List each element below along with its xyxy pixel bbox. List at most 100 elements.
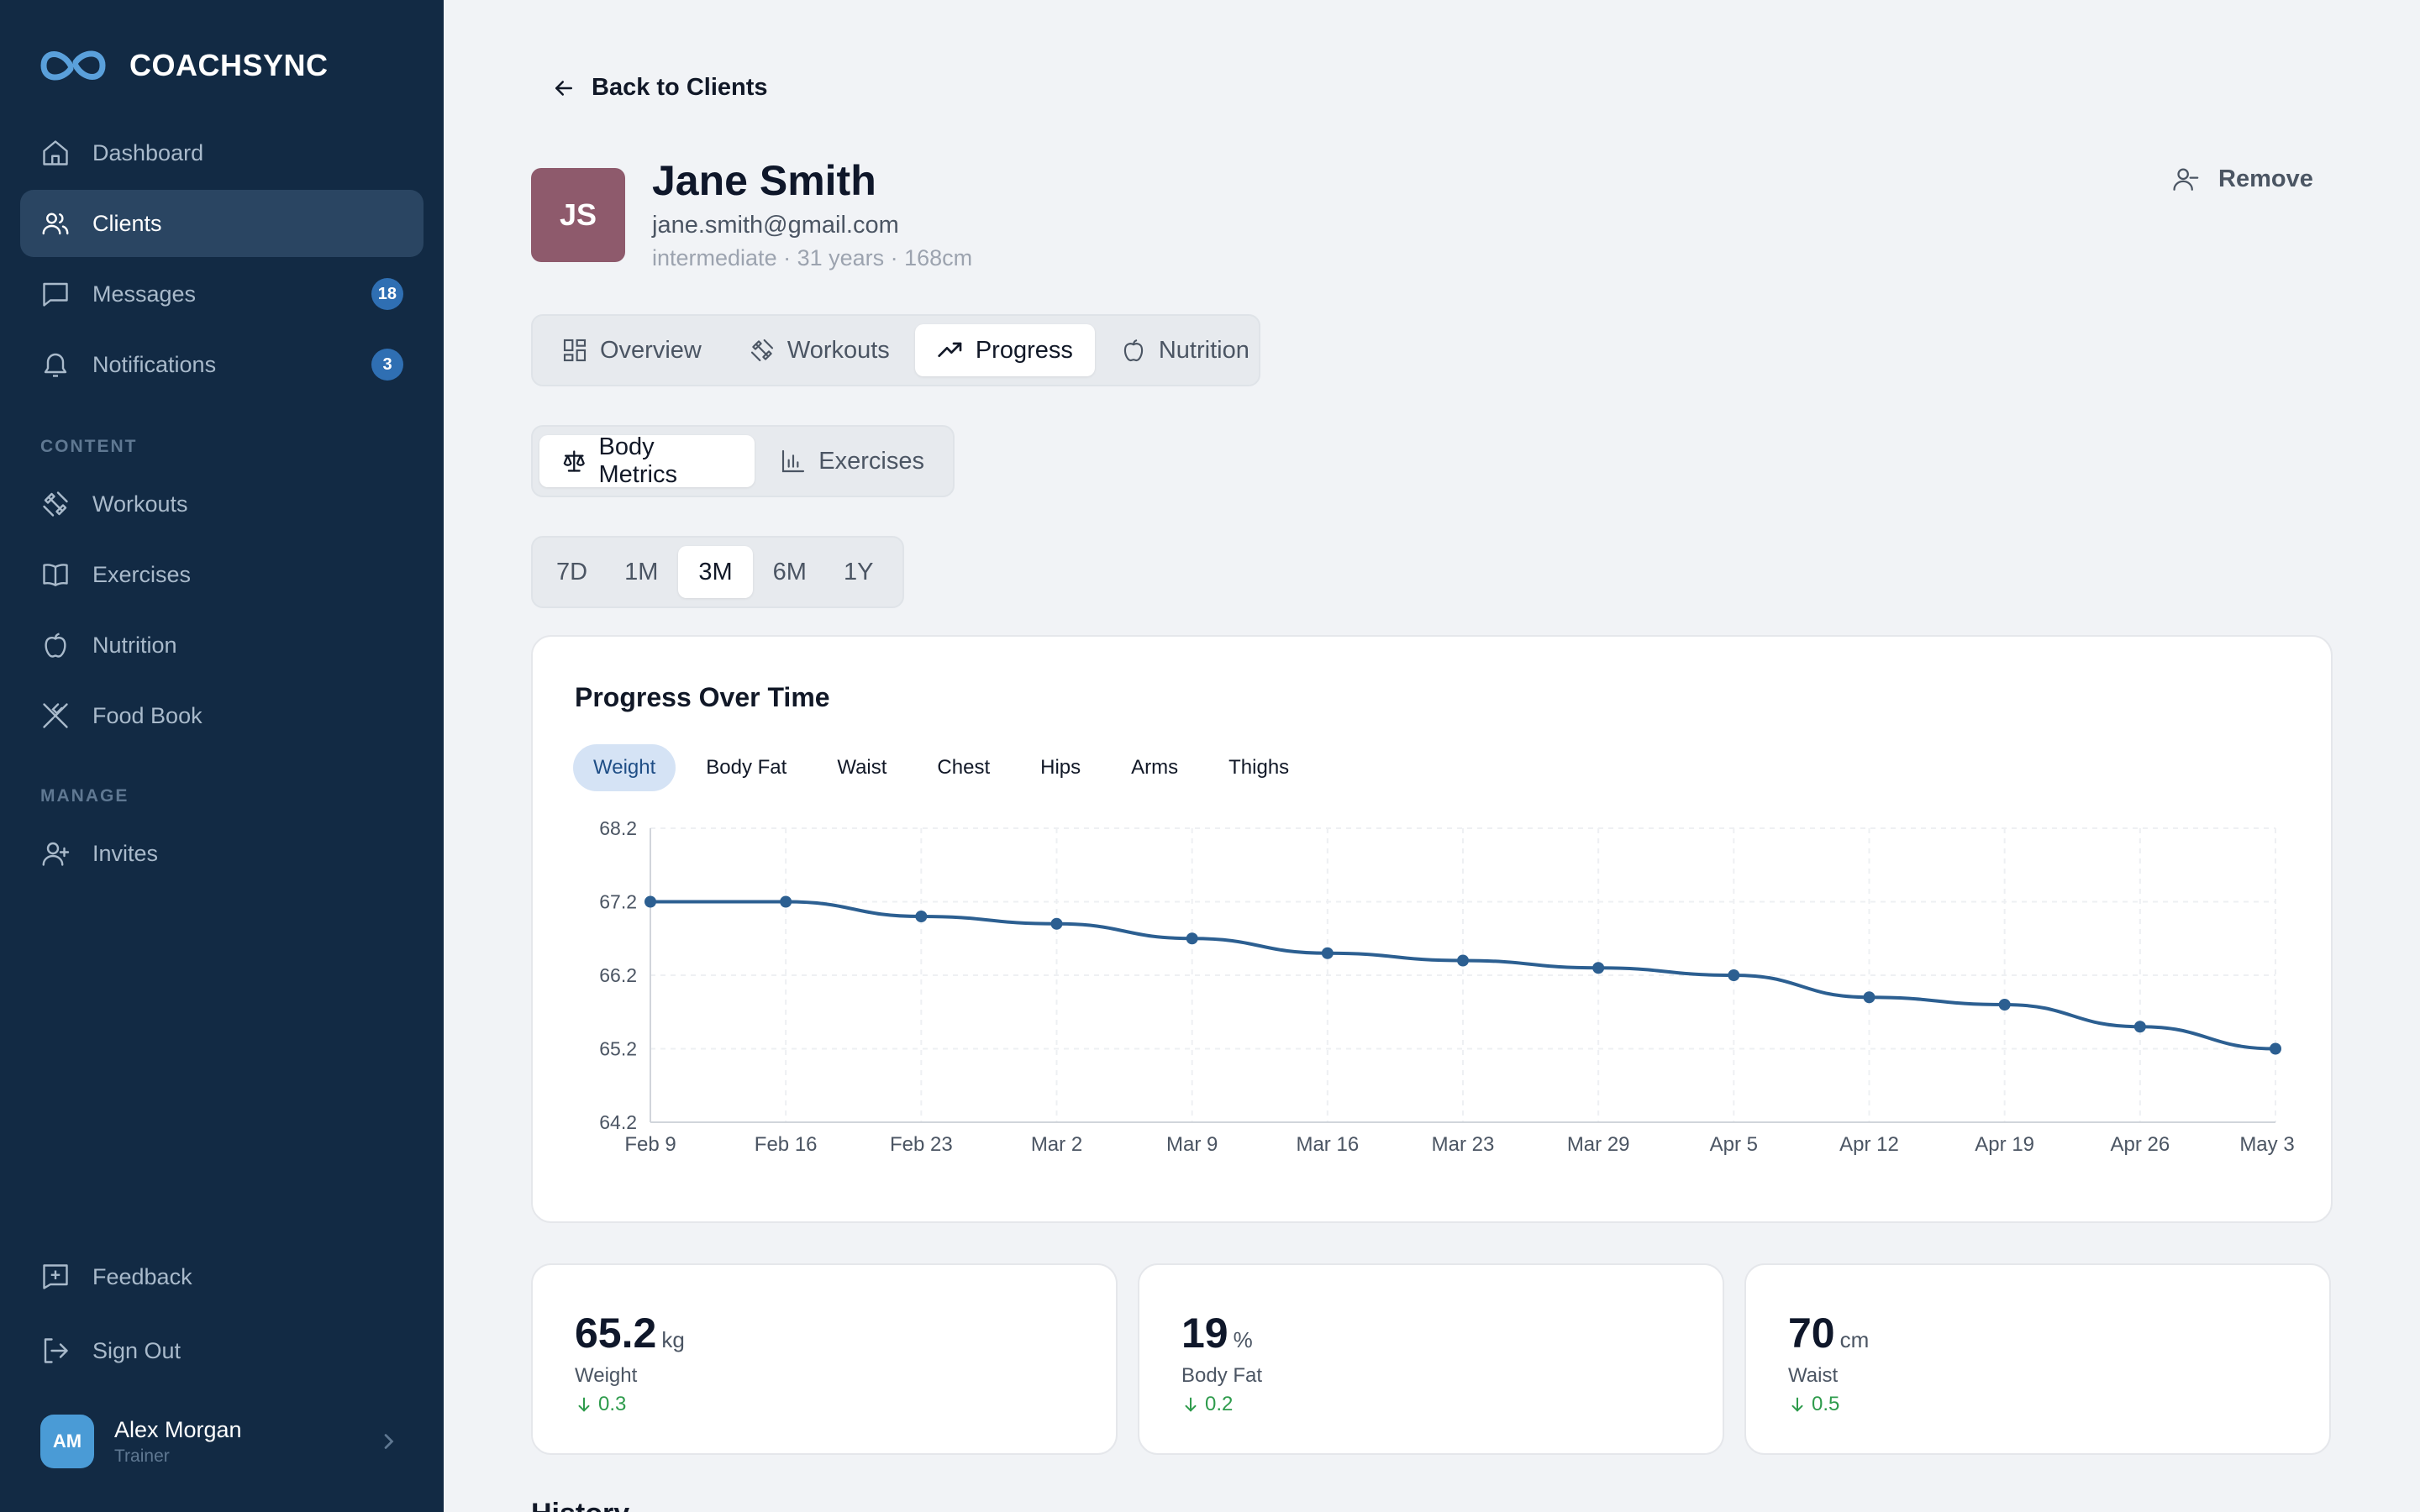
sign-out-icon: [40, 1336, 71, 1366]
stat-unit: %: [1233, 1327, 1253, 1352]
sidebar-item-exercises[interactable]: Exercises: [20, 541, 424, 608]
range-3m[interactable]: 3M: [678, 546, 753, 598]
data-point: [915, 911, 928, 922]
stat-delta: 0.3: [575, 1393, 626, 1416]
x-tick-label: Apr 26: [2110, 1133, 2170, 1156]
tab-progress[interactable]: Progress: [914, 324, 1095, 376]
sidebar-item-dashboard[interactable]: Dashboard: [20, 119, 424, 186]
subtab-body-metrics[interactable]: Body Metrics: [539, 433, 755, 488]
sidebar-item-nutrition[interactable]: Nutrition: [20, 612, 424, 679]
x-tick-label: Feb 9: [624, 1133, 676, 1156]
x-tick-label: Apr 19: [1975, 1133, 2034, 1156]
user-minus-icon: [2173, 168, 2199, 191]
notifications-count-badge: 3: [371, 349, 403, 381]
sidebar-item-food-book[interactable]: Food Book: [20, 682, 424, 749]
data-point: [2133, 1021, 2146, 1033]
stat-card-weight: 65.2 kg Weight 0.3: [531, 1263, 1118, 1455]
tab-label: Nutrition: [1158, 336, 1249, 364]
apple-icon: [1123, 339, 1143, 362]
stat-label: Body Fat: [1181, 1364, 1263, 1387]
sidebar-item-label: Sign Out: [92, 1337, 182, 1363]
x-tick-label: Feb 16: [755, 1133, 818, 1156]
data-point: [1321, 947, 1334, 959]
metric-weight[interactable]: Weight: [573, 744, 676, 791]
feedback-icon: [40, 1262, 71, 1292]
page-title: Jane Smith: [652, 157, 876, 204]
brand-name: COACHSYNC: [129, 48, 329, 82]
current-user[interactable]: AM Alex Morgan Trainer: [40, 1415, 403, 1468]
sidebar-item-clients[interactable]: Clients: [20, 190, 424, 257]
metric-chest[interactable]: Chest: [937, 756, 991, 779]
y-tick-label: 67.2: [599, 891, 637, 913]
chevron-right-icon: [384, 1434, 394, 1449]
range-1m[interactable]: 1M: [624, 558, 659, 585]
sidebar-item-notifications[interactable]: Notifications 3: [20, 331, 424, 398]
range-7d[interactable]: 7D: [556, 558, 588, 585]
sidebar-item-label: Notifications: [92, 351, 217, 377]
tab-overview[interactable]: Overview: [539, 324, 723, 376]
sidebar-item-workouts[interactable]: Workouts: [20, 470, 424, 538]
sidebar-item-label: Messages: [92, 281, 197, 307]
stat-label: Waist: [1788, 1364, 1839, 1387]
user-name: Alex Morgan: [114, 1416, 242, 1442]
y-tick-label: 64.2: [599, 1111, 637, 1133]
metric-thighs[interactable]: Thighs: [1228, 756, 1290, 779]
stat-delta-value: 0.5: [1812, 1393, 1840, 1415]
sidebar-item-invites[interactable]: Invites: [20, 820, 424, 887]
sidebar-item-label: Clients: [92, 210, 162, 236]
sidebar-item-feedback[interactable]: Feedback: [20, 1243, 424, 1310]
x-tick-label: Mar 9: [1166, 1133, 1218, 1156]
chart-title: Progress Over Time: [575, 682, 830, 712]
bar-chart-icon: [782, 449, 805, 473]
stat-value: 70: [1788, 1310, 1835, 1357]
metric-selector: Weight Body Fat Waist Chest Hips Arms Th…: [573, 744, 1309, 791]
data-point: [2270, 1042, 2281, 1055]
trend-up-icon: [938, 342, 962, 357]
back-label: Back to Clients: [592, 74, 768, 101]
arrow-down-icon: [1185, 1397, 1197, 1412]
remove-client-button[interactable]: Remove: [2171, 165, 2313, 193]
stat-delta: 0.2: [1181, 1393, 1233, 1416]
data-point: [644, 895, 656, 908]
sidebar-item-messages[interactable]: Messages 18: [20, 260, 424, 328]
back-to-clients-link[interactable]: Back to Clients: [551, 74, 768, 102]
logo-icon: [40, 50, 106, 81]
tab-label: Overview: [600, 336, 702, 364]
x-tick-label: Apr 5: [1710, 1133, 1758, 1156]
stat-delta-value: 0.2: [1205, 1393, 1234, 1415]
sidebar-item-label: Invites: [92, 840, 159, 866]
stat-unit: cm: [1839, 1327, 1870, 1352]
range-selector: 7D 1M 3M 6M 1Y: [531, 536, 904, 608]
stat-unit: kg: [661, 1327, 685, 1352]
range-1y[interactable]: 1Y: [843, 558, 874, 585]
client-meta: intermediate · 31 years · 168cm: [652, 245, 973, 270]
x-tick-label: Mar 23: [1432, 1133, 1495, 1156]
metric-hips[interactable]: Hips: [1040, 756, 1081, 779]
range-6m[interactable]: 6M: [772, 558, 807, 585]
progress-subtabs: Body Metrics Exercises: [531, 425, 955, 497]
metric-arms[interactable]: Arms: [1131, 756, 1179, 779]
data-point: [1186, 932, 1198, 945]
sidebar-item-sign-out[interactable]: Sign Out: [20, 1317, 424, 1384]
y-tick-label: 68.2: [599, 817, 637, 839]
arrow-down-icon: [1791, 1397, 1803, 1412]
history-heading: History: [531, 1497, 629, 1512]
subtab-exercises[interactable]: Exercises: [758, 435, 946, 487]
tab-label: Progress: [975, 336, 1073, 364]
x-tick-label: May 3: [2239, 1133, 2294, 1156]
tab-nutrition[interactable]: Nutrition: [1098, 324, 1271, 376]
x-tick-label: Apr 12: [1839, 1133, 1899, 1156]
metric-body-fat[interactable]: Body Fat: [706, 756, 787, 779]
data-point: [1457, 954, 1469, 967]
scale-icon: [563, 450, 585, 472]
x-tick-label: Mar 29: [1567, 1133, 1630, 1156]
arrow-left-icon: [555, 80, 572, 96]
tab-workouts[interactable]: Workouts: [727, 324, 912, 376]
data-point: [1863, 991, 1876, 1004]
tab-label: Workouts: [786, 336, 890, 364]
metric-waist[interactable]: Waist: [837, 756, 887, 779]
data-point: [1998, 999, 2011, 1011]
x-tick-label: Feb 23: [890, 1133, 953, 1156]
brand[interactable]: COACHSYNC: [37, 42, 329, 89]
